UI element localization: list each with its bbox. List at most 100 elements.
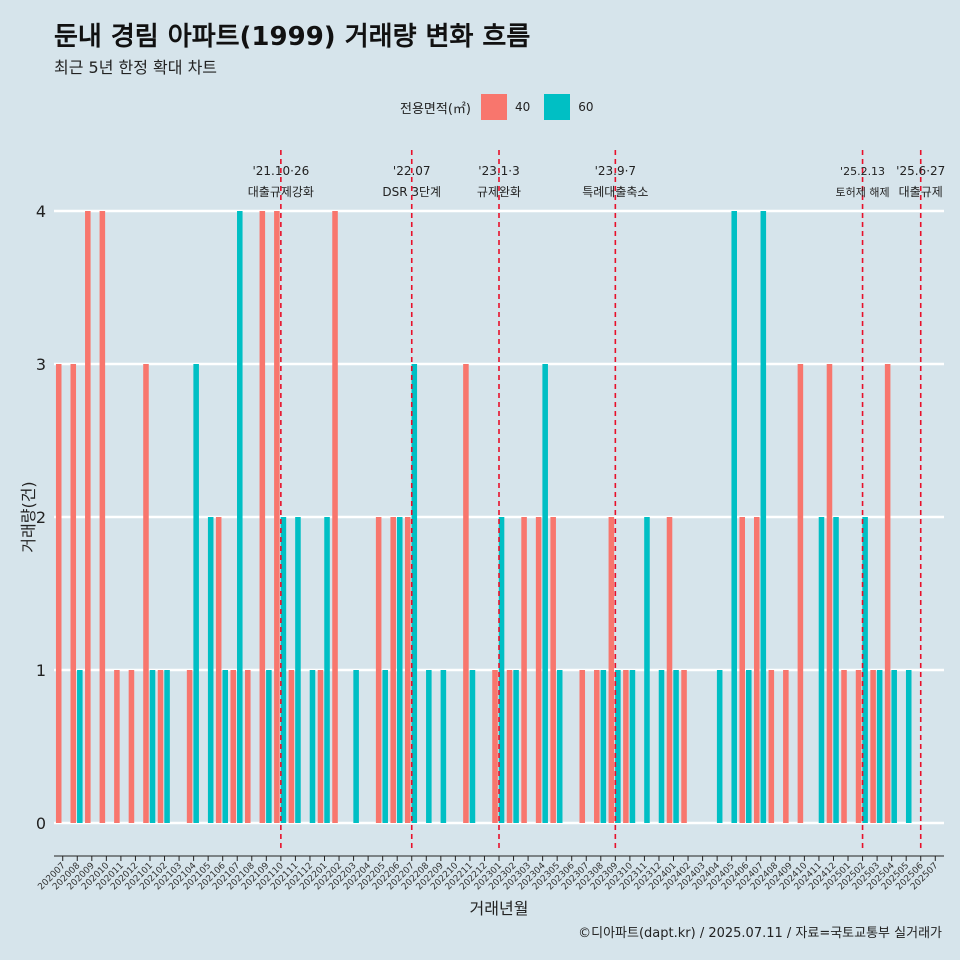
bar-60-202104: [193, 364, 199, 823]
bar-40-202101: [143, 364, 149, 823]
bar-60-202211: [469, 670, 476, 823]
bar-60-202405: [731, 211, 737, 823]
annotation-date: '21.10·26: [252, 164, 309, 178]
bar-40-202009: [85, 211, 91, 823]
bar-60-202308: [600, 670, 607, 823]
bar-60-202309: [615, 670, 621, 823]
bar-60-202407: [760, 211, 767, 823]
bar-60-202102: [164, 670, 170, 823]
bar-40-202104: [186, 670, 193, 823]
legend-key-60: [544, 94, 571, 120]
bar-40-202108: [245, 670, 251, 823]
y-tick-label: 2: [36, 508, 46, 527]
bar-60-202205: [382, 670, 388, 823]
y-tick-label: 3: [36, 355, 46, 374]
annotation-label: 대출규제강화: [248, 185, 314, 199]
bar-60-202304: [542, 364, 548, 823]
bar-40-202310: [623, 670, 629, 823]
bar-40-202211: [463, 364, 469, 823]
bar-40-202502: [855, 670, 862, 823]
bar-40-202011: [114, 670, 120, 823]
bar-40-202501: [841, 670, 847, 823]
bar-40-202408: [768, 670, 775, 823]
bar-60-202109: [266, 670, 272, 823]
annotation-label: 대출규제: [899, 185, 943, 199]
bar-40-202409: [783, 670, 789, 823]
bar-60-202302: [513, 670, 519, 823]
bar-40-202007: [55, 364, 62, 823]
bar-40-202304: [535, 517, 542, 823]
y-tick-label: 1: [36, 661, 46, 680]
bar-60-202502: [862, 517, 868, 823]
bar-40-202402: [681, 670, 687, 823]
bar-60-202107: [237, 211, 243, 823]
bar-40-202504: [884, 364, 891, 823]
bar-60-202504: [891, 670, 897, 823]
bar-60-202112: [309, 670, 316, 823]
bar-40-202412: [826, 364, 833, 823]
bar-40-202106: [215, 517, 222, 823]
annotation-date: '23.1·3: [478, 164, 519, 178]
bar-40-202012: [128, 670, 135, 823]
bar-40-202308: [594, 670, 600, 823]
legend-label-60: 60: [578, 100, 594, 114]
bar-40-202303: [521, 517, 527, 823]
x-axis-title: 거래년월: [470, 899, 529, 918]
bar-60-202101: [149, 670, 156, 823]
annotation-label: 규제완화: [477, 185, 521, 199]
y-axis-title: 거래량(건): [19, 481, 38, 552]
y-tick-label: 4: [36, 202, 46, 221]
bar-40-202410: [797, 364, 804, 823]
bar-40-202102: [157, 670, 164, 823]
bar-60-202208: [426, 670, 432, 823]
bar-40-202202: [332, 211, 338, 823]
legend-label-40: 40: [514, 100, 531, 114]
bar-40-202401: [666, 517, 673, 823]
bar-60-202207: [411, 364, 418, 823]
bar-60-202312: [658, 670, 665, 823]
bar-60-202206: [396, 517, 403, 823]
bar-40-202201: [317, 670, 324, 823]
bar-40-202207: [404, 517, 411, 823]
bar-60-202008: [77, 670, 83, 823]
bar-60-202505: [905, 670, 912, 823]
annotation-date: '23.9·7: [595, 164, 636, 178]
bar-60-202105: [207, 517, 214, 823]
legend-key-40: [480, 94, 507, 120]
annotation-label: DSR 3단계: [382, 185, 441, 199]
bar-60-202411: [818, 517, 825, 823]
y-tick-label: 0: [36, 814, 46, 833]
bar-60-202201: [324, 517, 330, 823]
bar-40-202305: [550, 517, 556, 823]
chart-title: 둔내 경림 아파트(1999) 거래량 변화 흐름: [54, 22, 531, 52]
bar-60-202503: [876, 670, 883, 823]
bar-60-202110: [280, 517, 287, 823]
annotation-label: 특례대출축소: [582, 185, 648, 199]
bar-40-202307: [579, 670, 586, 823]
bar-60-202310: [629, 670, 636, 823]
bar-40-202010: [99, 211, 106, 823]
bar-40-202206: [390, 517, 396, 823]
bar-40-202107: [230, 670, 237, 823]
legend: 전용면적(㎡) 40 60: [400, 94, 608, 120]
chart-subtitle: 최근 5년 한정 확대 차트: [54, 58, 218, 77]
bar-40-202503: [870, 670, 876, 823]
bar-60-202404: [716, 670, 723, 823]
bar-60-202412: [833, 517, 839, 823]
bar-60-202301: [498, 517, 505, 823]
bar-40-202301: [492, 670, 498, 823]
bar-60-202311: [644, 517, 650, 823]
bar-40-202205: [375, 517, 382, 823]
bar-40-202302: [506, 670, 513, 823]
annotation-date: '25.6·27: [896, 164, 945, 178]
legend-title: 전용면적(㎡): [400, 101, 471, 117]
bar-40-202110: [274, 211, 280, 823]
annotation-date: '25.2.13: [840, 165, 885, 178]
bar-40-202309: [608, 517, 615, 823]
bar-40-202111: [288, 670, 295, 823]
bar-40-202407: [753, 517, 760, 823]
source-caption: ©디아파트(dapt.kr) / 2025.07.11 / 자료=국토교통부 실…: [578, 926, 942, 941]
bar-60-202111: [295, 517, 301, 823]
bar-60-202305: [556, 670, 563, 823]
